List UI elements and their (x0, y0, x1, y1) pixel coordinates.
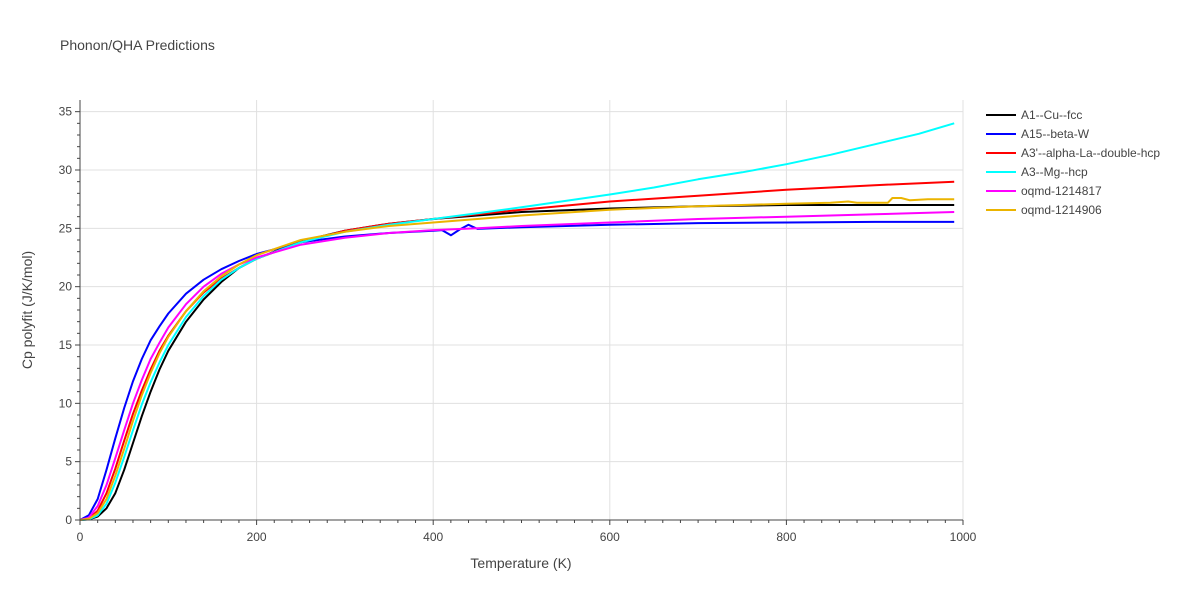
series-line-4[interactable] (79, 211, 955, 521)
y-axis-title: Cp polyfit (J/K/mol) (19, 251, 35, 369)
x-tick-label: 400 (423, 530, 443, 544)
y-tick-label: 15 (59, 338, 73, 352)
series-line-0[interactable] (79, 204, 955, 521)
y-tick-label: 35 (59, 105, 73, 119)
x-tick-label: 200 (247, 530, 267, 544)
x-axis-title: Temperature (K) (470, 555, 571, 571)
y-axis-ticks: 0 5 10 15 20 25 30 35 (59, 105, 80, 527)
series-line-5[interactable] (79, 197, 955, 521)
y-tick-label: 30 (59, 163, 73, 177)
x-tick-label: 0 (77, 530, 84, 544)
chart-title: Phonon/QHA Predictions (60, 37, 215, 53)
y-tick-label: 20 (59, 280, 73, 294)
y-tick-label: 25 (59, 221, 73, 235)
grid-lines (80, 100, 964, 520)
series-line-1[interactable] (79, 220, 955, 521)
legend-label-1[interactable]: A15--beta-W (1021, 127, 1090, 141)
legend-label-4[interactable]: oqmd-1214817 (1021, 184, 1102, 198)
legend: A1--Cu--fcc A15--beta-W A3'--alpha-La--dou… (986, 108, 1160, 217)
y-tick-label: 10 (59, 396, 73, 410)
series-line-3[interactable] (79, 122, 955, 521)
x-axis-ticks: 0 200 400 600 800 1000 (77, 520, 977, 544)
y-tick-label: 5 (65, 455, 72, 469)
series-group (79, 122, 955, 521)
x-tick-label: 1000 (950, 530, 977, 544)
legend-label-2[interactable]: A3'--alpha-La--double-hcp (1021, 146, 1160, 160)
legend-label-5[interactable]: oqmd-1214906 (1021, 203, 1102, 217)
x-tick-label: 800 (776, 530, 796, 544)
plot-area[interactable] (79, 100, 964, 521)
x-tick-label: 600 (600, 530, 620, 544)
y-tick-label: 0 (65, 513, 72, 527)
legend-label-3[interactable]: A3--Mg--hcp (1021, 165, 1088, 179)
legend-label-0[interactable]: A1--Cu--fcc (1021, 108, 1082, 122)
